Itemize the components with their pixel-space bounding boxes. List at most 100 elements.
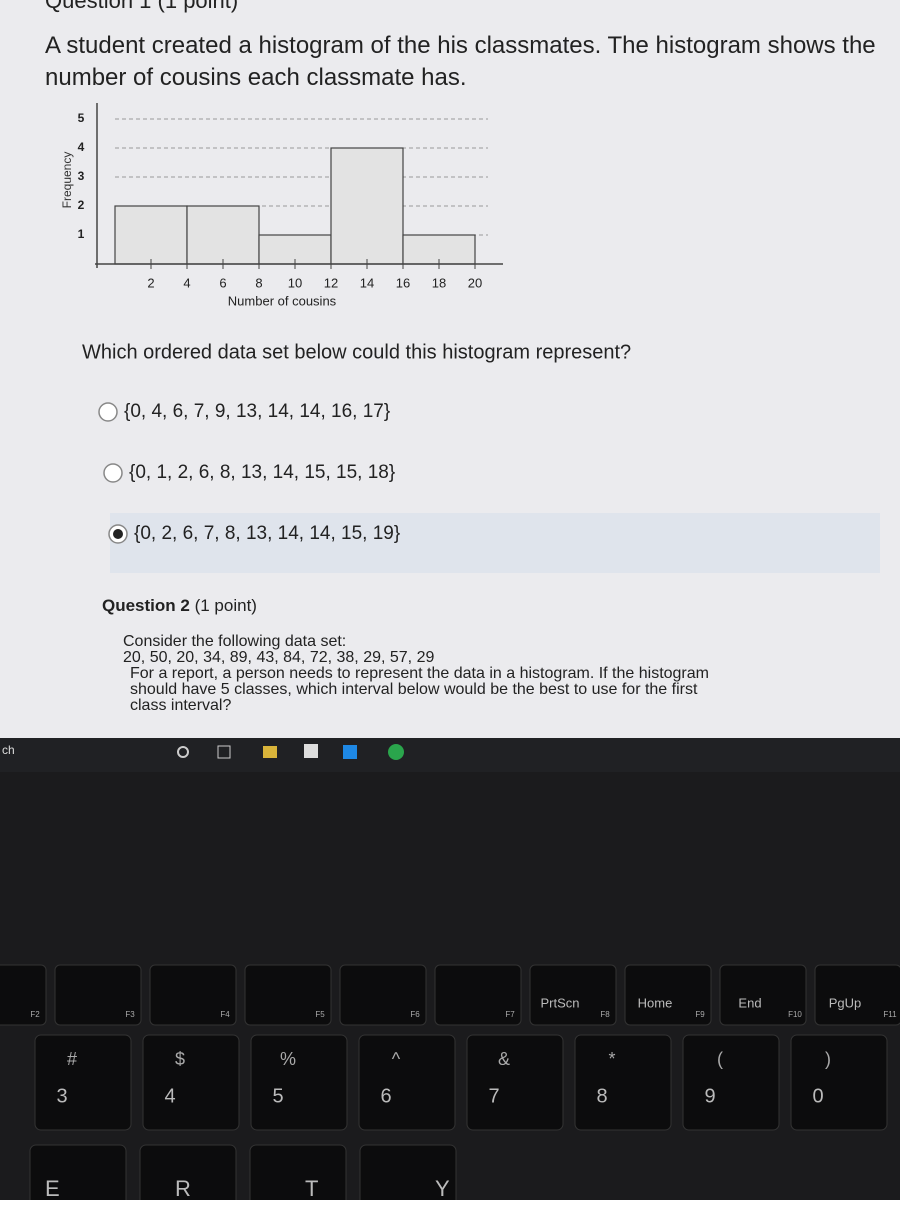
y-axis-label: Frequency xyxy=(60,152,74,209)
key-fn: F4 xyxy=(220,1010,230,1019)
taskbar-search: ch xyxy=(2,743,15,757)
function-key[interactable] xyxy=(244,964,332,1026)
function-key[interactable] xyxy=(434,964,522,1026)
store-icon xyxy=(304,744,318,758)
question2-line: 20, 50, 20, 34, 89, 43, 84, 72, 38, 29, … xyxy=(123,649,434,666)
key-fn: F11 xyxy=(883,1010,897,1019)
function-key[interactable] xyxy=(0,964,47,1026)
key-label: Home xyxy=(638,995,673,1010)
screen xyxy=(0,0,900,738)
x-tick-label: 18 xyxy=(432,275,446,290)
chrome-icon xyxy=(388,744,404,760)
key-letter: T xyxy=(305,1176,318,1200)
x-tick-label: 6 xyxy=(219,275,226,290)
option-label[interactable]: {0, 2, 6, 7, 8, 13, 14, 14, 15, 19} xyxy=(134,523,400,544)
x-tick-label: 2 xyxy=(147,275,154,290)
x-tick-label: 10 xyxy=(288,275,302,290)
key-symbol: * xyxy=(608,1049,615,1069)
x-tick-label: 20 xyxy=(468,275,482,290)
key-fn: F9 xyxy=(695,1010,705,1019)
question1-title: Question 1 (1 point) xyxy=(45,0,238,13)
key-digit: 5 xyxy=(272,1085,283,1107)
search-icon xyxy=(177,746,189,758)
radio-dot xyxy=(113,529,123,539)
number-key[interactable] xyxy=(574,1034,672,1131)
question2-line: Consider the following data set: xyxy=(123,633,346,650)
explorer-icon xyxy=(263,746,277,758)
prompt: A student created a histogram of the his… xyxy=(45,32,876,91)
question2-title: Question 2 (1 point) xyxy=(102,596,257,615)
key-label: End xyxy=(738,995,761,1010)
key-fn: F8 xyxy=(600,1010,610,1019)
letter-key[interactable] xyxy=(139,1144,237,1205)
taskbar xyxy=(0,738,900,772)
y-tick-label: 1 xyxy=(78,227,85,241)
function-key[interactable] xyxy=(624,964,712,1026)
key-fn: F6 xyxy=(410,1010,420,1019)
key-symbol: ( xyxy=(717,1049,723,1069)
key-fn: F3 xyxy=(125,1010,135,1019)
key-digit: 4 xyxy=(164,1085,175,1107)
key-fn: F5 xyxy=(315,1010,325,1019)
number-key[interactable] xyxy=(142,1034,240,1131)
number-key[interactable] xyxy=(358,1034,456,1131)
function-key[interactable] xyxy=(54,964,142,1026)
bar xyxy=(114,205,188,265)
y-tick-label: 5 xyxy=(78,111,85,125)
question2-line: For a report, a person needs to represen… xyxy=(130,665,709,682)
key-letter: E xyxy=(45,1176,60,1200)
x-tick-label: 14 xyxy=(360,275,374,290)
question2-line: class interval? xyxy=(130,697,231,714)
radio-button[interactable] xyxy=(98,402,118,422)
key-symbol: % xyxy=(280,1049,296,1069)
bar xyxy=(186,205,260,265)
x-tick-label: 8 xyxy=(255,275,262,290)
question2-title-text: Question 2 xyxy=(102,596,190,615)
option-label[interactable]: {0, 4, 6, 7, 9, 13, 14, 14, 16, 17} xyxy=(124,401,390,422)
x-tick-label: 4 xyxy=(183,275,190,290)
key-label: PrtScn xyxy=(540,995,579,1010)
letter-key[interactable] xyxy=(249,1144,347,1205)
function-key[interactable] xyxy=(149,964,237,1026)
option-label[interactable]: {0, 1, 2, 6, 8, 13, 14, 15, 15, 18} xyxy=(129,462,395,483)
letter-key[interactable] xyxy=(359,1144,457,1205)
key-label: PgUp xyxy=(829,995,862,1010)
selected-highlight xyxy=(110,513,880,573)
key-symbol: # xyxy=(67,1049,77,1069)
x-tick-label: 16 xyxy=(396,275,410,290)
number-key[interactable] xyxy=(790,1034,888,1131)
y-tick-label: 2 xyxy=(78,198,85,212)
function-key[interactable] xyxy=(529,964,617,1026)
number-key[interactable] xyxy=(682,1034,780,1131)
number-key[interactable] xyxy=(250,1034,348,1131)
key-digit: 6 xyxy=(380,1085,391,1107)
function-key[interactable] xyxy=(339,964,427,1026)
number-key[interactable] xyxy=(34,1034,132,1131)
bar xyxy=(330,147,404,265)
question2-line: should have 5 classes, which interval be… xyxy=(130,681,698,698)
function-key[interactable] xyxy=(814,964,900,1026)
key-fn: F10 xyxy=(788,1010,802,1019)
key-symbol: & xyxy=(498,1049,510,1069)
key-digit: 9 xyxy=(704,1085,715,1107)
y-tick-label: 4 xyxy=(78,140,85,154)
y-tick-label: 3 xyxy=(78,169,85,183)
x-tick-label: 12 xyxy=(324,275,338,290)
key-fn: F2 xyxy=(30,1010,40,1019)
mail-icon xyxy=(343,745,357,759)
key-digit: 7 xyxy=(488,1085,499,1107)
function-key[interactable] xyxy=(719,964,807,1026)
key-fn: F7 xyxy=(505,1010,515,1019)
question: Which ordered data set below could this … xyxy=(82,341,631,363)
key-symbol: ^ xyxy=(392,1049,401,1069)
x-axis-label: Number of cousins xyxy=(228,293,337,308)
letter-key[interactable] xyxy=(29,1144,127,1205)
number-key[interactable] xyxy=(466,1034,564,1131)
key-digit: 8 xyxy=(596,1085,607,1107)
key-letter: R xyxy=(175,1176,191,1200)
key-letter: Y xyxy=(435,1176,450,1200)
key-symbol: ) xyxy=(825,1049,831,1069)
radio-button[interactable] xyxy=(103,463,123,483)
